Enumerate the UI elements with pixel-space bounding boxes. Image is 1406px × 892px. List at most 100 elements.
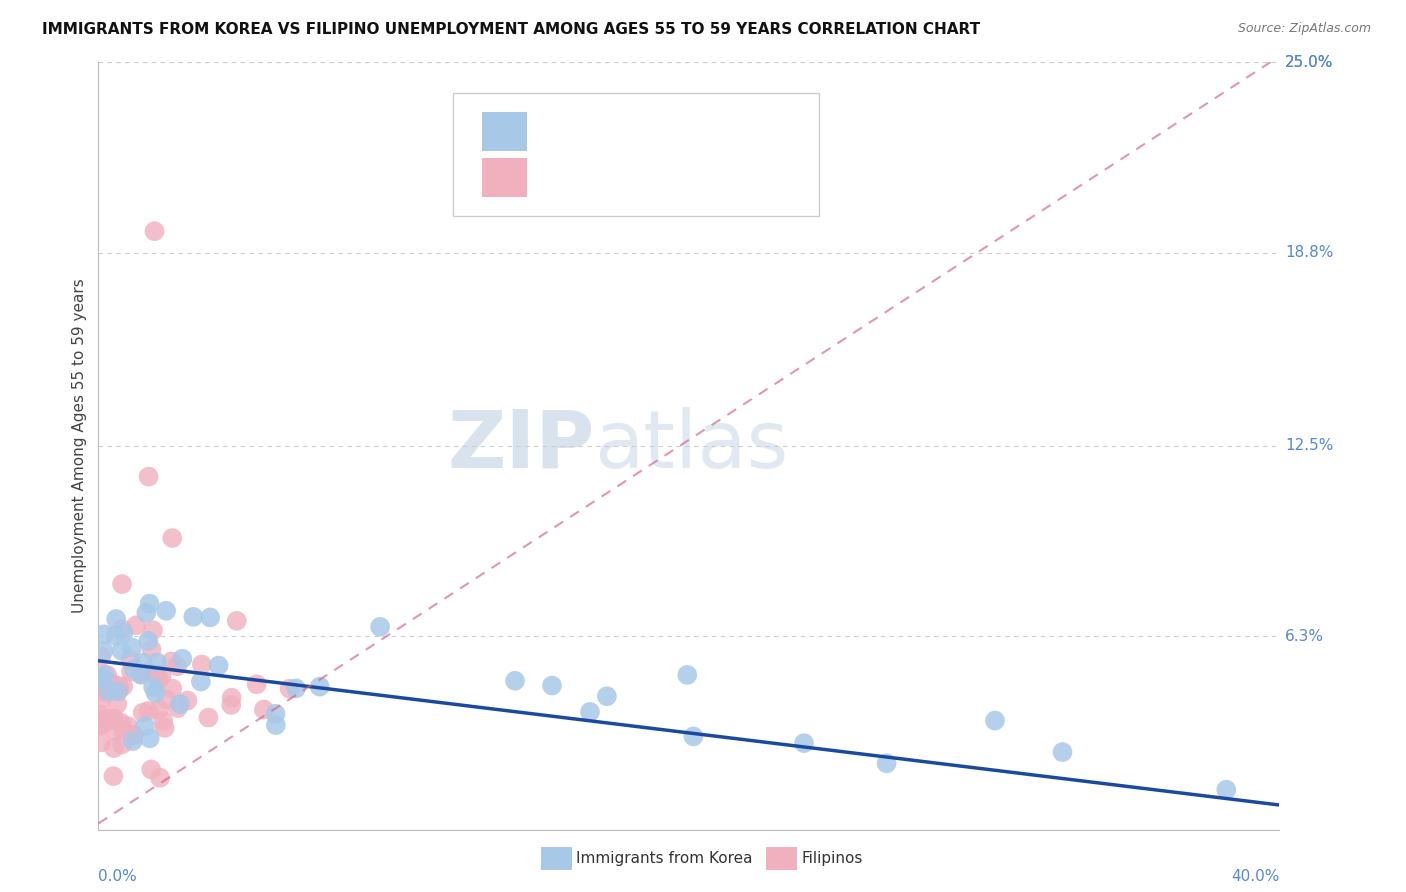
Point xyxy=(136,665,159,680)
Point xyxy=(122,662,145,676)
Point xyxy=(142,680,165,694)
Point xyxy=(160,655,183,669)
FancyBboxPatch shape xyxy=(482,112,527,151)
Point xyxy=(120,665,142,679)
Point xyxy=(111,622,134,636)
Point xyxy=(103,714,125,728)
Point xyxy=(162,681,183,696)
Point xyxy=(91,713,114,727)
Point xyxy=(136,633,159,648)
Point xyxy=(93,644,115,658)
Point xyxy=(90,682,112,697)
Point xyxy=(253,702,276,716)
Point xyxy=(100,677,122,691)
Point xyxy=(676,668,699,682)
Point xyxy=(503,673,526,688)
Point xyxy=(264,706,287,721)
Point xyxy=(148,703,170,717)
Point xyxy=(162,531,183,545)
Point xyxy=(110,643,132,657)
Point xyxy=(368,620,391,634)
Point xyxy=(103,677,125,691)
Point xyxy=(308,680,330,694)
Point xyxy=(105,697,128,711)
Point xyxy=(198,610,221,624)
Point xyxy=(225,614,247,628)
Point xyxy=(139,731,162,746)
Point xyxy=(93,668,115,682)
Point xyxy=(150,669,173,683)
Point xyxy=(596,689,619,703)
Point xyxy=(112,724,135,739)
Point xyxy=(181,610,204,624)
Text: Filipinos: Filipinos xyxy=(801,852,863,866)
Text: atlas: atlas xyxy=(595,407,789,485)
Point xyxy=(90,672,112,686)
Point xyxy=(90,715,112,730)
Point xyxy=(138,469,160,483)
Point xyxy=(1215,782,1237,797)
Y-axis label: Unemployment Among Ages 55 to 59 years: Unemployment Among Ages 55 to 59 years xyxy=(72,278,87,614)
Point xyxy=(121,640,143,655)
Text: Immigrants from Korea: Immigrants from Korea xyxy=(576,852,754,866)
Text: ZIP: ZIP xyxy=(447,407,595,485)
Point xyxy=(90,718,112,732)
Point xyxy=(142,624,165,638)
Point xyxy=(132,656,155,670)
Point xyxy=(876,756,898,771)
Text: 25.0%: 25.0% xyxy=(1285,55,1334,70)
Point xyxy=(121,734,143,748)
Point xyxy=(104,723,127,738)
Point xyxy=(984,714,1007,728)
FancyBboxPatch shape xyxy=(482,158,527,196)
Point xyxy=(541,679,564,693)
Point xyxy=(138,704,160,718)
Point xyxy=(122,729,145,743)
Point xyxy=(190,674,212,689)
Point xyxy=(138,597,160,611)
Text: 12.5%: 12.5% xyxy=(1285,439,1334,453)
Point xyxy=(103,769,125,783)
Point xyxy=(110,715,132,730)
Text: R = -0.585: R = -0.585 xyxy=(541,124,633,139)
Text: N = 46: N = 46 xyxy=(707,124,762,139)
Point xyxy=(98,684,121,698)
Point xyxy=(129,666,152,681)
Point xyxy=(103,712,125,726)
Point xyxy=(146,656,169,670)
Point xyxy=(153,721,176,735)
Point xyxy=(1052,745,1074,759)
Point xyxy=(155,692,177,706)
Point xyxy=(682,730,704,744)
Point xyxy=(108,680,131,694)
Point xyxy=(143,667,166,681)
Text: -0.585: -0.585 xyxy=(595,124,650,139)
Point xyxy=(107,684,129,698)
Point xyxy=(207,658,229,673)
Point xyxy=(149,771,172,785)
Text: 0.0%: 0.0% xyxy=(98,870,138,885)
Text: 18.8%: 18.8% xyxy=(1285,245,1334,260)
Point xyxy=(122,728,145,742)
Point xyxy=(141,763,163,777)
Text: 6.3%: 6.3% xyxy=(1285,629,1324,644)
Point xyxy=(129,668,152,682)
Point xyxy=(285,681,308,696)
Point xyxy=(96,686,118,700)
Point xyxy=(91,717,114,731)
Point xyxy=(108,683,131,698)
Point xyxy=(152,714,174,728)
Point xyxy=(111,738,134,752)
Text: 40.0%: 40.0% xyxy=(1232,870,1279,885)
Point xyxy=(105,612,128,626)
Point xyxy=(793,736,815,750)
Point xyxy=(103,741,125,756)
Point xyxy=(90,649,112,664)
Point xyxy=(278,681,301,696)
Point xyxy=(148,672,170,686)
Point xyxy=(579,705,602,719)
Point xyxy=(246,677,269,691)
Point xyxy=(169,697,191,711)
Point xyxy=(125,618,148,632)
Point xyxy=(219,698,242,712)
